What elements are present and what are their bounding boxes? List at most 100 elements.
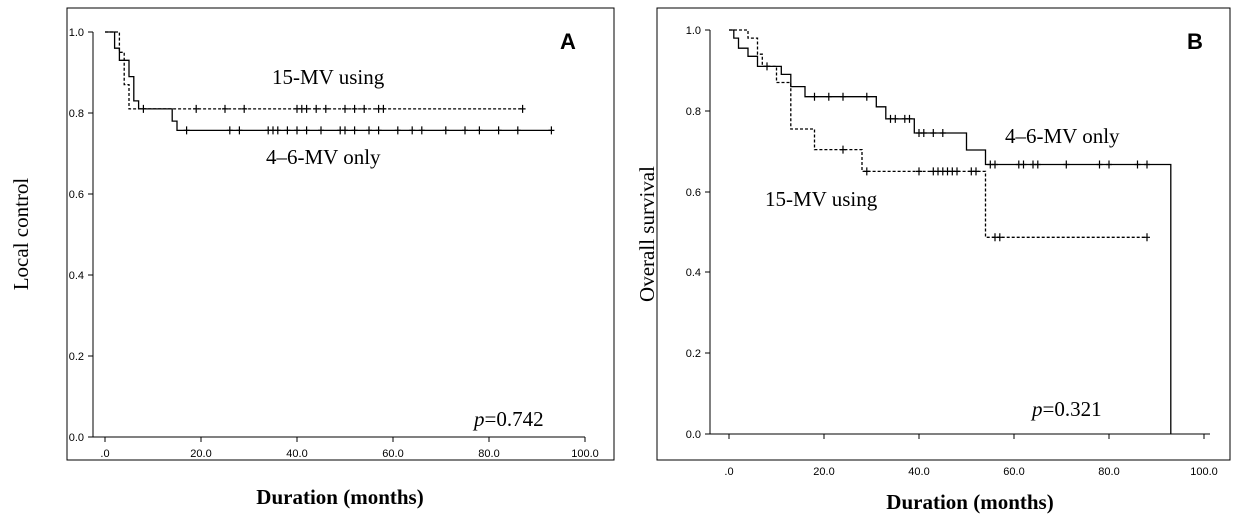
panel-a-censor-mark-15mv <box>342 104 348 113</box>
panel-a-censor-mark-46mv <box>495 126 502 135</box>
panel-a-y-tick-label: 1.0 <box>69 27 84 39</box>
panel-b-label-46mv: 4–6-MV only <box>1005 124 1120 148</box>
panel-b-censor-mark-46mv <box>1034 160 1041 169</box>
panel-a-censor-mark-15mv <box>193 104 200 113</box>
panel-b-censor-mark-46mv <box>1106 160 1112 169</box>
panel-b-p-symbol: p <box>1030 397 1043 421</box>
panel-a-frame <box>66 7 615 461</box>
panel-b-censor-mark-15mv <box>973 167 979 176</box>
panel-a-censor-mark-15mv <box>361 104 368 113</box>
panel-a-plot-area <box>105 31 555 135</box>
panel-a-censor-mark-15mv <box>313 104 320 113</box>
panel-b-censor-mark-46mv <box>1134 160 1141 169</box>
panel-b-censor-mark-15mv <box>996 233 1003 242</box>
panel-a-censor-mark-15mv <box>380 104 387 113</box>
panel-b-censor-mark-46mv <box>939 129 946 137</box>
panel-b-censor-mark-46mv <box>825 92 832 101</box>
panel-b-x-tick-label: .0 <box>724 466 733 478</box>
panel-a-censor-mark-46mv <box>183 126 190 135</box>
panel-b-y-tick-label: 0.6 <box>686 187 701 199</box>
panel-b-x-axis-title: Duration (months) <box>886 490 1053 514</box>
panel-a-x-tick-label: 80.0 <box>478 448 499 460</box>
panel-a-y-tick-label: 0.0 <box>69 432 84 444</box>
panel-b-censor-mark-15mv <box>954 167 960 176</box>
panel-a-censor-mark-15mv <box>519 104 526 113</box>
panel-b-curve-15mv <box>729 29 1147 238</box>
panel-b: B 0.0 0.2 0.4 0.6 0.8 1.0 .0 20.0 40.0 6… <box>635 7 1231 514</box>
panel-a-y-tick-label: 0.2 <box>69 351 84 363</box>
panel-a-censor-mark-15mv <box>303 104 310 113</box>
panel-a-letter: A <box>560 29 576 54</box>
panel-a-censor-mark-46mv <box>462 126 468 135</box>
panel-b-y-tick-label: 0.0 <box>686 429 701 441</box>
panel-b-curve-46mv <box>729 29 1172 434</box>
panel-b-censor-mark-46mv <box>840 92 846 101</box>
panel-a-x-tick-label: 100.0 <box>571 448 599 460</box>
panel-b-censor-mark-46mv <box>930 129 937 137</box>
panel-b-y-axis-title: Overall survival <box>635 166 659 302</box>
panel-a-censor-mark-46mv <box>409 126 416 135</box>
panel-b-x-tick-label: 20.0 <box>813 466 834 478</box>
panel-b-p-value: p=0.321 <box>1030 397 1102 421</box>
panel-b-letter: B <box>1187 29 1203 54</box>
panel-a-x-tick-label: 60.0 <box>382 448 403 460</box>
panel-b-censor-mark-46mv <box>1063 160 1070 169</box>
panel-b-censor-mark-46mv <box>1096 160 1103 169</box>
panel-a-censor-mark-15mv <box>222 104 228 113</box>
panel-a-curve-46mv <box>105 31 552 132</box>
panel-a-censor-mark-46mv <box>548 126 555 135</box>
panel-b-y-tick-label: 0.8 <box>686 106 701 118</box>
panel-a-censor-mark-46mv <box>318 126 324 135</box>
panel-a-censor-mark-46mv <box>351 126 358 135</box>
panel-a-x-axis-title: Duration (months) <box>256 485 423 509</box>
panel-a-censor-mark-46mv <box>274 126 281 135</box>
panel-a-censor-mark-46mv <box>294 126 300 135</box>
panel-a-y-axis-title: Local control <box>9 178 33 291</box>
panel-a-censor-mark-46mv <box>226 126 233 135</box>
panel-b-x-tick-label: 40.0 <box>908 466 929 478</box>
panel-b-censor-mark-46mv <box>811 92 818 101</box>
panel-a-censor-mark-46mv <box>284 126 291 135</box>
panel-a-censor-mark-46mv <box>366 126 372 135</box>
panel-b-censor-mark-46mv <box>992 160 998 169</box>
panel-a-x-tick-label: 40.0 <box>286 448 307 460</box>
panel-b-censor-mark-46mv <box>892 114 899 123</box>
panel-a-y-tick-label: 0.4 <box>69 270 84 282</box>
panel-a-label-46mv: 4–6-MV only <box>266 145 381 169</box>
panel-b-censor-mark-15mv <box>1144 233 1150 242</box>
panel-b-censor-mark-46mv <box>1020 160 1027 169</box>
panel-b-censor-mark-46mv <box>1144 160 1150 169</box>
panel-b-frame <box>656 7 1231 461</box>
panel-b-y-tick-label: 0.2 <box>686 348 701 360</box>
panel-a-p-value: p=0.742 <box>472 407 544 431</box>
panel-a-label-15mv: 15-MV using <box>272 65 385 89</box>
panel-b-y-tick-label: 1.0 <box>686 25 701 37</box>
panel-b-p-number: =0.321 <box>1043 397 1102 421</box>
panel-b-y-tick-label: 0.4 <box>686 267 701 279</box>
panel-b-label-15mv: 15-MV using <box>765 187 878 211</box>
panel-b-x-tick-label: 60.0 <box>1003 466 1024 478</box>
panel-b-x-tick-label: 80.0 <box>1098 466 1119 478</box>
panel-a-y-tick-label: 0.8 <box>69 108 84 120</box>
panel-a-y-tick-label: 0.6 <box>69 189 84 201</box>
panel-a-curve-15mv <box>105 31 523 110</box>
panel-a-censor-mark-46mv <box>418 126 425 135</box>
panel-a-censor-mark-46mv <box>442 126 449 135</box>
panel-b-x-tick-label: 100.0 <box>1190 466 1218 478</box>
panel-a-p-symbol: p <box>472 407 485 431</box>
panel-b-plot-area <box>729 29 1172 434</box>
panel-a-censor-mark-46mv <box>514 126 521 135</box>
panel-b-censor-mark-15mv <box>863 167 870 176</box>
panel-a-p-number: =0.742 <box>485 407 544 431</box>
panel-b-censor-mark-15mv <box>840 145 846 154</box>
panel-a-censor-mark-15mv <box>241 104 248 113</box>
panel-a-x-tick-label: 20.0 <box>190 448 211 460</box>
panel-b-censor-mark-46mv <box>863 92 870 101</box>
panel-b-censor-mark-46mv <box>906 114 913 123</box>
panel-a-censor-mark-46mv <box>375 126 382 135</box>
panel-b-censor-mark-46mv <box>920 129 927 137</box>
panel-a-censor-mark-46mv <box>303 126 310 135</box>
panel-a-censor-mark-15mv <box>351 104 358 113</box>
panel-a-censor-mark-15mv <box>322 104 329 113</box>
